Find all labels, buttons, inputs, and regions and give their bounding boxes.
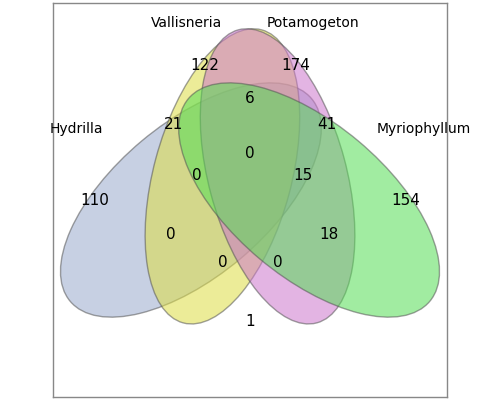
Text: 0: 0 xyxy=(192,168,202,182)
Ellipse shape xyxy=(145,30,300,324)
Ellipse shape xyxy=(200,30,355,324)
Text: 110: 110 xyxy=(80,193,109,208)
Text: 41: 41 xyxy=(317,116,336,132)
Text: 122: 122 xyxy=(190,57,219,73)
Text: 0: 0 xyxy=(273,254,282,269)
Text: 18: 18 xyxy=(319,227,338,241)
Text: Myriophyllum: Myriophyllum xyxy=(376,122,470,136)
Ellipse shape xyxy=(178,84,440,317)
Text: Potamogeton: Potamogeton xyxy=(266,16,360,30)
Text: 0: 0 xyxy=(245,146,255,161)
Text: 0: 0 xyxy=(218,254,227,269)
Text: Vallisneria: Vallisneria xyxy=(152,16,222,30)
Text: 154: 154 xyxy=(391,193,420,208)
Text: 15: 15 xyxy=(294,168,313,182)
Text: 21: 21 xyxy=(164,116,183,132)
Text: 174: 174 xyxy=(281,57,310,73)
Text: 6: 6 xyxy=(245,91,255,106)
Text: Hydrilla: Hydrilla xyxy=(50,122,104,136)
Text: 1: 1 xyxy=(245,313,255,328)
Ellipse shape xyxy=(60,84,322,317)
Text: 0: 0 xyxy=(166,227,176,241)
